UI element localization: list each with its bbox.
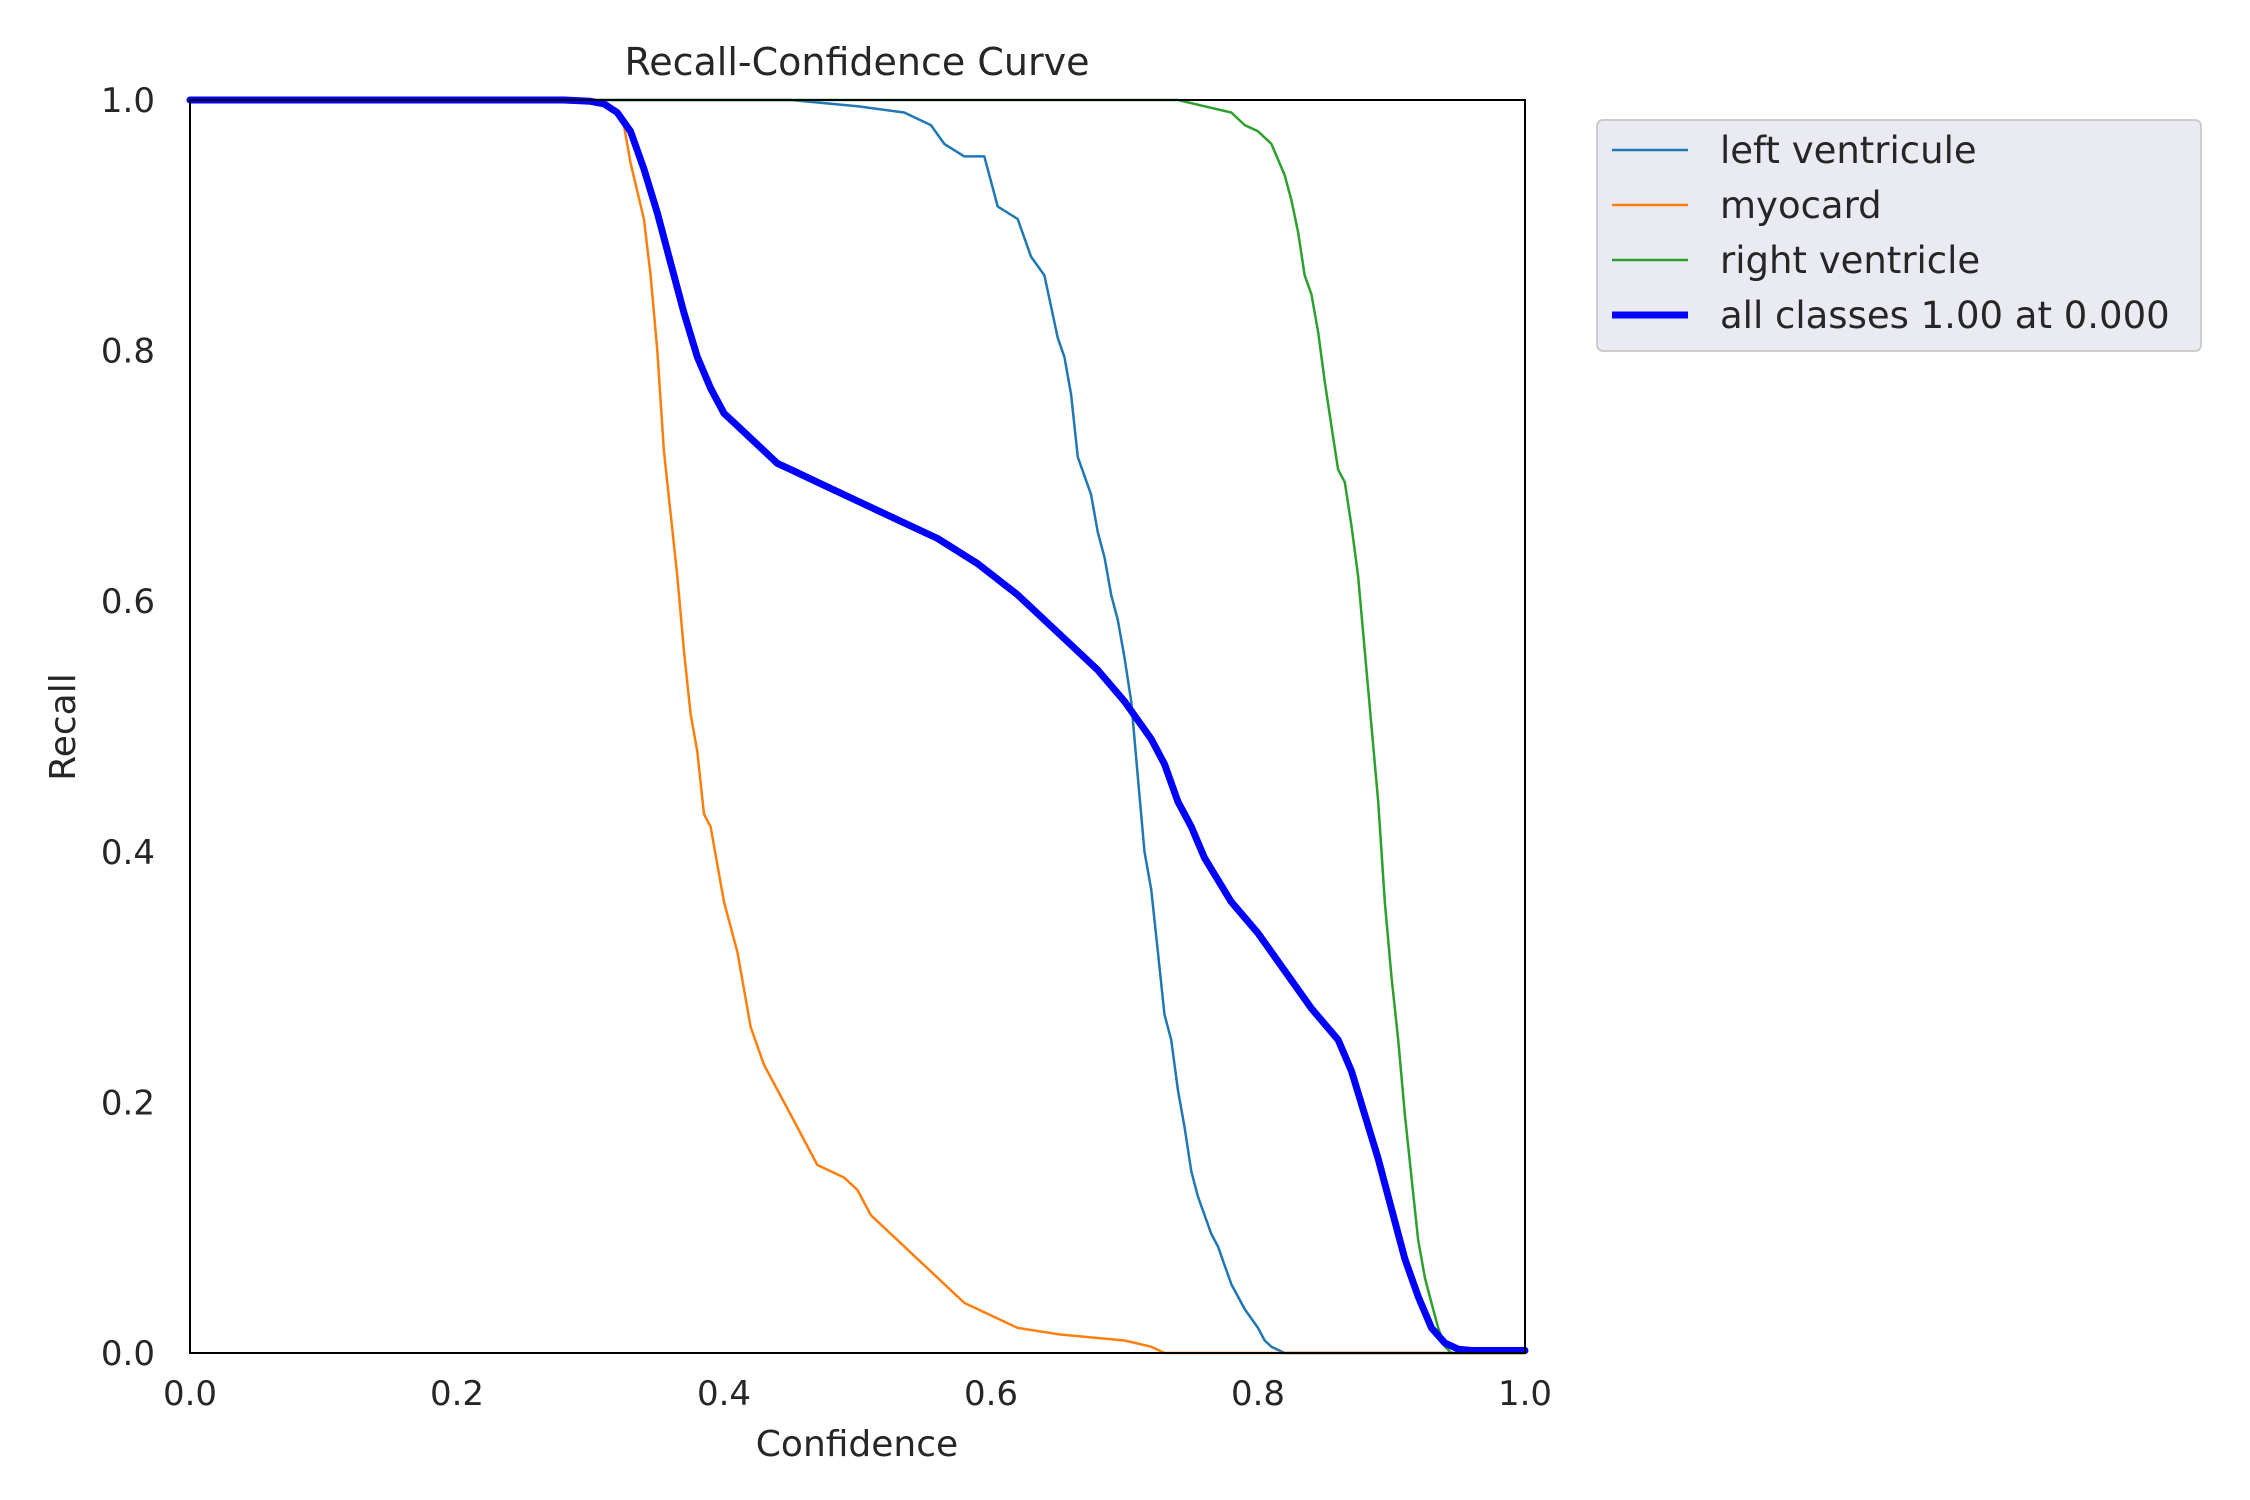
series-line-1 — [188, 98, 1527, 1355]
legend-items: left ventricule myocard right ventricle all… — [1612, 129, 2170, 337]
legend-label: myocard — [1720, 184, 1882, 227]
x-axis-label: Confidence — [756, 1424, 958, 1465]
y-tick-label: 0.0 — [101, 1334, 155, 1374]
y-tick-label: 0.4 — [101, 833, 155, 873]
y-tick-label: 0.8 — [101, 332, 155, 372]
series-line-3 — [186, 96, 1529, 1354]
y-axis-label: Recall — [43, 673, 84, 780]
y-tick-label: 0.2 — [101, 1083, 155, 1123]
x-tick-label: 0.6 — [964, 1374, 1018, 1414]
legend-box — [1596, 119, 2202, 352]
legend-label: left ventricule — [1720, 129, 1977, 172]
plot-background — [190, 100, 1525, 1353]
x-tick-label: 1.0 — [1498, 1374, 1552, 1414]
x-tick-label: 0.4 — [697, 1374, 751, 1414]
y-axis-ticks: 0.0 0.2 0.4 0.6 0.8 1.0 — [101, 81, 155, 1374]
legend-label: right ventricle — [1720, 239, 1980, 282]
x-axis-ticks: 0.0 0.2 0.4 0.6 0.8 1.0 — [163, 1374, 1552, 1414]
legend: left ventricule myocard right ventricle all… — [1596, 119, 2202, 352]
y-tick-label: 1.0 — [101, 81, 155, 121]
legend-label: all classes 1.00 at 0.000 — [1720, 294, 2170, 337]
series-layer — [186, 96, 1529, 1355]
chart-title: Recall-Confidence Curve — [625, 40, 1090, 84]
plot-frame — [189, 99, 1526, 1354]
series-line-0 — [188, 98, 1527, 1355]
y-tick-label: 0.6 — [101, 582, 155, 622]
x-tick-label: 0.8 — [1231, 1374, 1285, 1414]
x-tick-label: 0.2 — [430, 1374, 484, 1414]
series-line-2 — [188, 98, 1527, 1355]
x-tick-label: 0.0 — [163, 1374, 217, 1414]
plot-area — [186, 96, 1529, 1355]
